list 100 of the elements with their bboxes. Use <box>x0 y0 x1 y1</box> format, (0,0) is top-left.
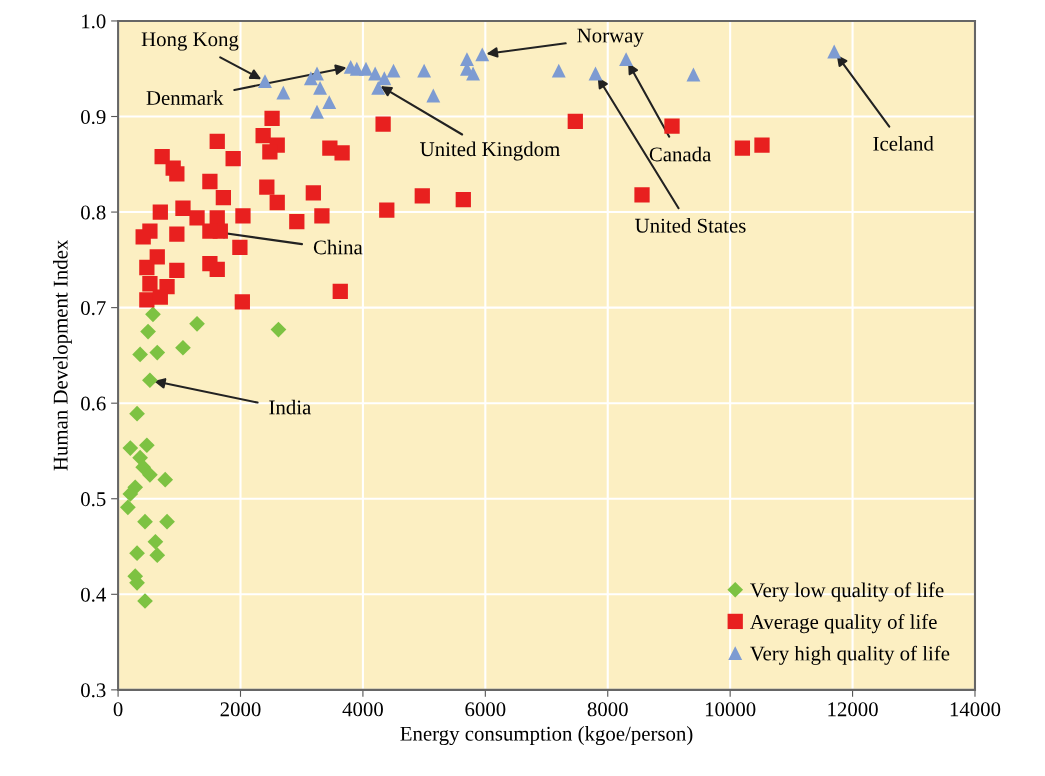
point <box>189 316 205 332</box>
point <box>232 239 248 256</box>
point <box>664 118 680 134</box>
point <box>332 283 348 300</box>
point <box>269 194 285 211</box>
point <box>152 204 168 220</box>
point <box>234 294 250 310</box>
point <box>827 44 842 59</box>
point <box>169 226 185 242</box>
point <box>154 149 170 165</box>
point <box>417 63 432 78</box>
point <box>209 210 225 226</box>
x-tick-label: 14000 <box>950 702 1001 717</box>
x-tick-label: 12000 <box>828 702 878 717</box>
point <box>137 593 153 609</box>
point <box>209 133 225 149</box>
point <box>175 200 191 216</box>
legend-label: Very low quality of life <box>750 582 944 602</box>
point <box>619 52 634 67</box>
point <box>686 67 701 82</box>
point <box>235 208 251 224</box>
point <box>129 545 145 562</box>
point <box>142 372 158 389</box>
point <box>754 137 770 153</box>
x-tick-label: 2000 <box>220 702 261 717</box>
point <box>129 405 145 422</box>
y-tick-label: 0.6 <box>81 396 106 411</box>
y-tick-label: 0.3 <box>81 683 106 698</box>
point <box>149 547 166 563</box>
point <box>426 88 441 103</box>
point <box>225 150 241 167</box>
annotation: China <box>313 239 363 255</box>
x-tick-label: 0 <box>113 702 123 717</box>
annotation: Hong Kong <box>141 32 239 51</box>
point <box>202 223 218 239</box>
y-tick-label: 0.9 <box>81 109 106 125</box>
point <box>262 144 278 160</box>
point <box>202 173 218 190</box>
point <box>149 344 166 361</box>
point <box>551 63 566 78</box>
point <box>334 145 350 161</box>
point <box>142 467 158 483</box>
point <box>375 116 391 132</box>
point <box>209 261 225 278</box>
point <box>314 208 330 224</box>
annotation: United Kingdom <box>420 141 560 161</box>
point <box>258 74 272 89</box>
point <box>147 533 164 550</box>
point <box>379 202 395 218</box>
point <box>371 80 386 95</box>
y-tick-label: 1.0 <box>82 14 106 29</box>
point <box>475 47 490 62</box>
point <box>175 339 191 356</box>
y-tick-label: 0.5 <box>81 492 106 507</box>
point <box>215 190 231 206</box>
point <box>120 499 136 516</box>
x-tick-label: 6000 <box>465 702 506 717</box>
point <box>466 66 481 81</box>
point <box>377 71 392 86</box>
annotation: Canada <box>649 146 712 162</box>
point <box>359 61 373 76</box>
point <box>276 85 291 100</box>
point <box>152 289 168 305</box>
legend-label: Very high quality of life <box>750 645 950 665</box>
y-axis-title: Human Development Index <box>53 239 72 471</box>
point <box>137 513 153 530</box>
point <box>255 127 271 144</box>
point <box>132 346 148 363</box>
point <box>567 113 583 129</box>
x-tick-label: 8000 <box>587 702 628 717</box>
annotation: Norway <box>577 28 644 47</box>
point <box>169 166 185 182</box>
point <box>135 229 151 245</box>
y-tick-label: 0.7 <box>81 301 106 316</box>
point <box>289 213 305 230</box>
point <box>139 437 155 454</box>
point <box>189 210 205 226</box>
x-tick-label: 4000 <box>342 702 383 717</box>
y-tick-label: 0.8 <box>81 205 106 220</box>
y-tick-label: 0.4 <box>81 587 106 602</box>
point <box>169 262 185 278</box>
point <box>368 66 383 81</box>
point <box>270 321 287 338</box>
annotation: United States <box>635 218 746 233</box>
x-axis-title: Energy consumption (kgoe/person) <box>400 726 693 746</box>
point <box>259 179 275 195</box>
annotation: Denmark <box>146 90 224 106</box>
point <box>414 188 430 204</box>
x-tick-label: 10000 <box>705 702 756 717</box>
point <box>157 471 174 488</box>
point <box>310 104 324 119</box>
point <box>122 440 139 456</box>
point <box>734 140 751 156</box>
point <box>455 192 471 208</box>
point <box>145 306 161 323</box>
point <box>305 185 321 201</box>
point <box>460 52 474 67</box>
point <box>322 95 337 110</box>
point <box>313 80 328 95</box>
point <box>159 513 175 530</box>
